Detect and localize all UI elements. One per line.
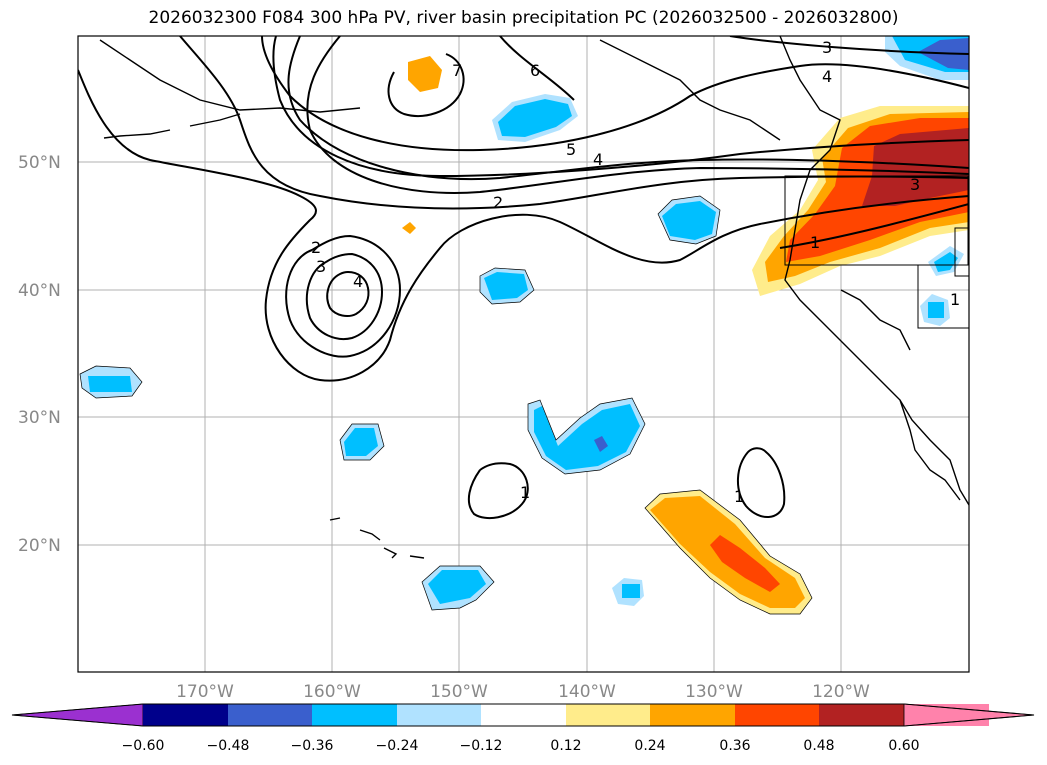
pv-contours xyxy=(78,36,969,520)
coastlines xyxy=(99,36,969,559)
precip-region-neg-14 xyxy=(88,376,132,392)
colorbar-ticks: −0.60 −0.48 −0.36 −0.24 −0.12 0.12 0.24 … xyxy=(122,738,920,754)
lon-label: 160°W xyxy=(303,682,361,702)
precip-region-neg-7 xyxy=(662,201,716,240)
colorbar-tick-label: 0.36 xyxy=(719,738,750,754)
contour-label: 7 xyxy=(452,61,462,80)
precip-region-neg-9 xyxy=(484,272,528,300)
contour-label: 3 xyxy=(316,257,326,276)
lat-label: 30°N xyxy=(18,408,61,428)
lon-label: 170°W xyxy=(176,682,234,702)
contour-label: 3 xyxy=(910,175,920,194)
contour-label: 4 xyxy=(353,272,363,291)
precip-region-pos-4 xyxy=(862,128,969,206)
map-title: 2026032300 F084 300 hPa PV, river basin … xyxy=(148,8,899,28)
lat-label: 50°N xyxy=(18,153,61,173)
lat-label: 40°N xyxy=(18,281,61,301)
precip-region-pos-7 xyxy=(710,535,780,592)
colorbar-tick-label: −0.24 xyxy=(376,738,419,754)
contour-label: 3 xyxy=(822,38,832,57)
lat-label: 20°N xyxy=(18,536,61,556)
precip-outlines xyxy=(79,195,813,615)
precip-region-neg-5 xyxy=(498,99,572,137)
colorbar-tick-label: −0.60 xyxy=(122,738,165,754)
lon-label: 150°W xyxy=(430,682,488,702)
colorbar-tick-label: 0.60 xyxy=(888,738,919,754)
contour-labels: 3 4 6 7 5 4 2 2 3 4 1 1 1 3 1 xyxy=(311,38,960,506)
precip-region-neg-16 xyxy=(344,428,378,456)
lon-label: 130°W xyxy=(685,682,743,702)
colorbar-tick-label: −0.12 xyxy=(460,738,503,754)
contour-label: 2 xyxy=(493,193,503,212)
colorbar-segment xyxy=(735,704,819,726)
colorbar-segment xyxy=(312,704,397,726)
contour-label: 5 xyxy=(566,140,576,159)
colorbar-segment xyxy=(397,704,481,726)
lon-label: 140°W xyxy=(558,682,616,702)
colorbar-segment xyxy=(650,704,735,726)
colorbar-tick-label: 0.48 xyxy=(803,738,834,754)
contour-label: 1 xyxy=(810,233,820,252)
contour-label: 4 xyxy=(822,67,832,86)
precip-region-neg-11 xyxy=(534,404,640,470)
colorbar-segment xyxy=(143,704,228,726)
contour-label: 4 xyxy=(593,150,603,169)
colorbar-tick-label: −0.36 xyxy=(291,738,334,754)
precip-region-neg-24 xyxy=(934,252,958,272)
precip-region-neg-12 xyxy=(594,436,608,452)
colorbar-segment xyxy=(228,704,312,726)
precip-region-neg-18 xyxy=(428,570,486,604)
precip-region-pos-8 xyxy=(408,56,442,92)
lon-label: 120°W xyxy=(812,682,870,702)
contour-label: 1 xyxy=(520,483,530,502)
colorbar-extend-low xyxy=(11,703,144,727)
contour-label: 6 xyxy=(530,61,540,80)
map-frame xyxy=(77,35,970,673)
colorbar-outline xyxy=(11,703,1035,727)
colorbar-tick-label: 0.24 xyxy=(634,738,665,754)
colorbar-segment xyxy=(481,704,566,726)
colorbar xyxy=(11,703,1035,727)
lon-labels: 170°W 160°W 150°W 140°W 130°W 120°W xyxy=(176,682,870,702)
colorbar-tick-label: −0.48 xyxy=(207,738,250,754)
gridlines xyxy=(78,36,969,672)
colorbar-segment xyxy=(566,704,650,726)
contour-label: 1 xyxy=(950,290,960,309)
contour-label: 2 xyxy=(311,238,321,257)
precip-region-neg-22 xyxy=(928,302,944,318)
colorbar-segment xyxy=(819,704,904,726)
precip-fills xyxy=(80,36,969,614)
precip-region-pos-9 xyxy=(402,222,416,234)
precip-region-neg-20 xyxy=(622,584,640,598)
contour-label: 1 xyxy=(734,487,744,506)
colorbar-tick-label: 0.12 xyxy=(550,738,581,754)
lat-labels: 50°N 40°N 30°N 20°N xyxy=(18,153,61,556)
